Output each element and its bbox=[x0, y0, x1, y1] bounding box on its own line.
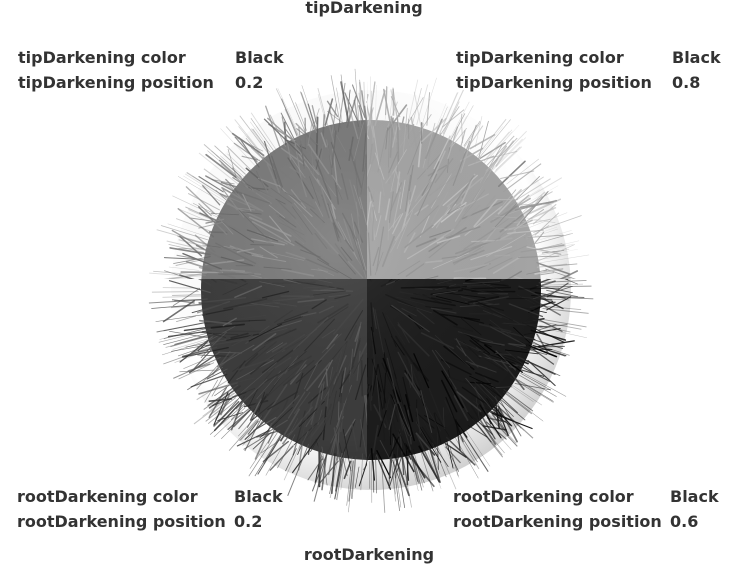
fur-strand bbox=[564, 279, 578, 285]
fur-strand bbox=[559, 270, 579, 279]
